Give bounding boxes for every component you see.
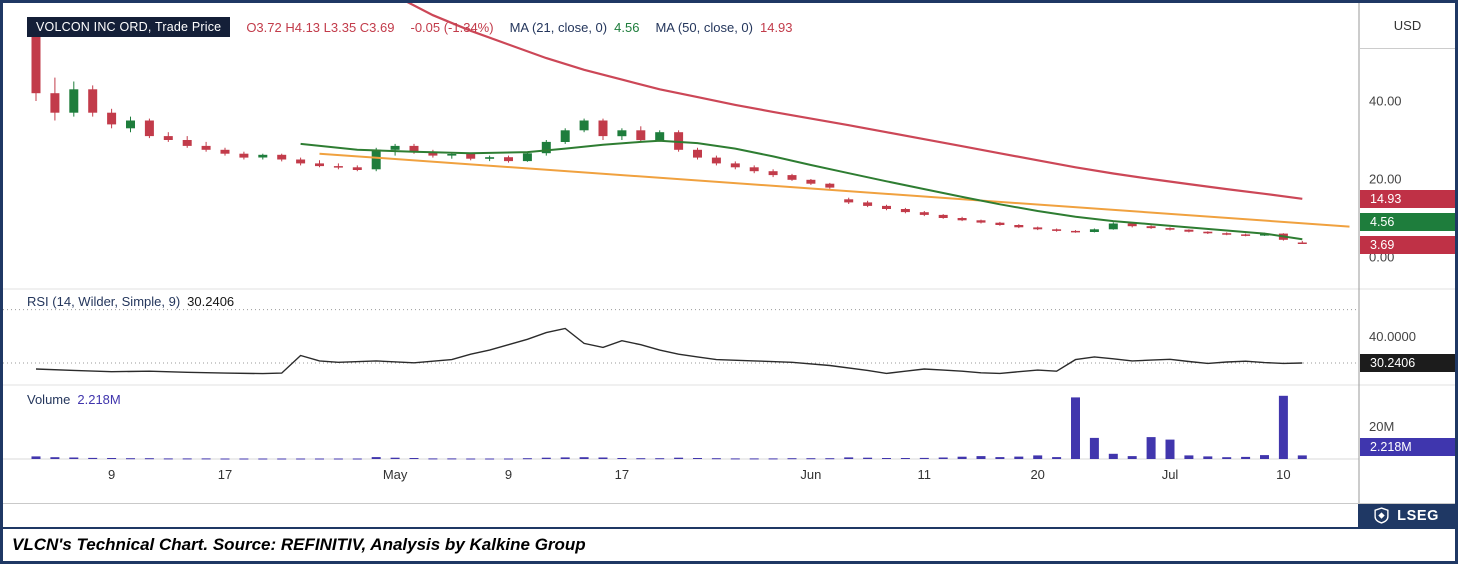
- ma21-price-badge: 4.56: [1360, 213, 1455, 232]
- ma21-label: MA (21, close, 0): [509, 19, 608, 35]
- rsi-line: [35, 327, 1303, 375]
- svg-text:May: May: [383, 467, 408, 482]
- svg-text:40.00: 40.00: [1369, 94, 1402, 109]
- ma50-legend: MA (50, close, 0) 14.93: [655, 20, 792, 35]
- lseg-wordmark: LSEG: [1397, 507, 1439, 524]
- svg-text:20M: 20M: [1369, 419, 1394, 434]
- lseg-crest-icon: [1374, 507, 1389, 524]
- price-legend: VOLCON INC ORD, Trade Price O3.72 H4.13 …: [27, 17, 793, 37]
- currency-label: USD: [1360, 3, 1455, 49]
- svg-text:10: 10: [1276, 467, 1290, 482]
- volume-value: 2.218M: [77, 392, 121, 407]
- chart-canvas[interactable]: 40.00 20.00 0.00 40.0000 20M 9 17 May 9 17 Jun 11 20…: [3, 3, 1455, 503]
- volume-label: Volume: [27, 392, 71, 407]
- lseg-logo: LSEG: [1358, 504, 1455, 527]
- ma50-value: 14.93: [759, 19, 793, 35]
- chart-area: 40.00 20.00 0.00 40.0000 20M 9 17 May 9 17 Jun 11 20…: [3, 3, 1455, 503]
- ma21-value: 4.56: [614, 19, 640, 35]
- svg-text:Jun: Jun: [800, 467, 821, 482]
- svg-text:11: 11: [918, 467, 932, 482]
- ma50-line: [406, 3, 1303, 200]
- rsi-label: RSI (14, Wilder, Simple, 9): [27, 294, 181, 309]
- svg-text:17: 17: [218, 467, 232, 482]
- last-price-badge: 3.69: [1360, 235, 1455, 254]
- svg-text:20: 20: [1030, 467, 1044, 482]
- svg-text:9: 9: [108, 467, 115, 482]
- trendline: [319, 152, 1350, 228]
- rsi-legend: RSI (14, Wilder, Simple, 9) 30.2406: [27, 294, 234, 309]
- svg-text:17: 17: [615, 467, 629, 482]
- ma50-label: MA (50, close, 0): [655, 19, 753, 35]
- svg-text:20.00: 20.00: [1369, 172, 1402, 187]
- ma50-price-badge: 14.93: [1360, 189, 1455, 208]
- change-value: -0.05 (-1.34%): [410, 19, 494, 35]
- x-axis-labels: 9 17 May 9 17 Jun 11 20 Jul 10: [108, 467, 1291, 482]
- svg-text:40.0000: 40.0000: [1369, 329, 1416, 344]
- svg-text:Jul: Jul: [1162, 467, 1179, 482]
- ma21-legend: MA (21, close, 0) 4.56: [510, 20, 640, 35]
- caption: VLCN's Technical Chart. Source: REFINITI…: [3, 529, 1455, 561]
- svg-text:9: 9: [505, 467, 512, 482]
- volume-value-badge: 2.218M: [1360, 438, 1455, 457]
- ohlc-values: O3.72 H4.13 L3.35 C3.69: [246, 19, 395, 35]
- attribution-bar: LSEG: [3, 503, 1455, 529]
- ma21-line: [300, 139, 1303, 241]
- volume-legend: Volume 2.218M: [27, 392, 121, 407]
- panel-separators: [3, 3, 1455, 503]
- rsi-value: 30.2406: [187, 294, 235, 309]
- volume-series: [31, 395, 1307, 460]
- rsi-value-badge: 30.2406: [1360, 354, 1455, 372]
- instrument-title: VOLCON INC ORD, Trade Price: [27, 17, 231, 37]
